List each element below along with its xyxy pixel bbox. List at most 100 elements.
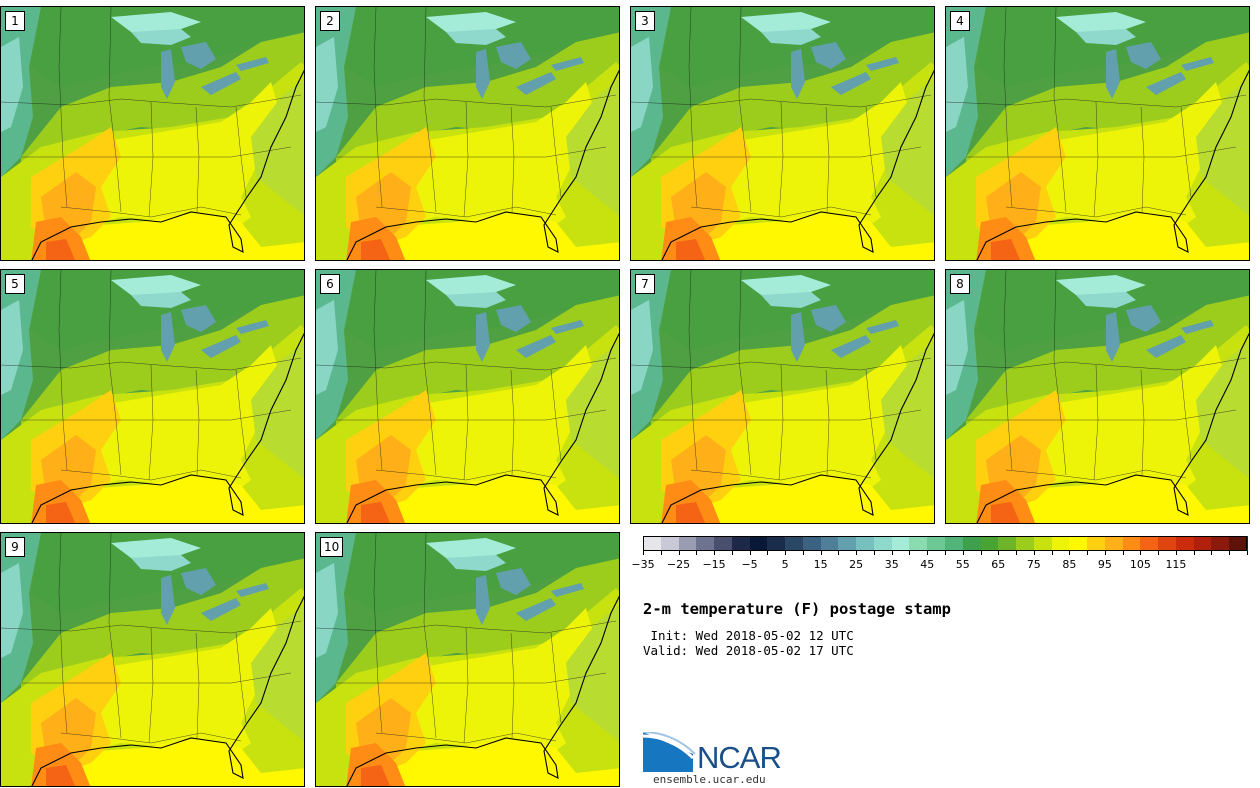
colorbar-bin — [749, 536, 768, 551]
colorbar-bin — [1175, 536, 1195, 551]
colorbar-bin — [643, 536, 662, 551]
colorbar-bin — [838, 536, 857, 551]
colorbar-label: 15 — [813, 558, 828, 571]
temperature-map — [946, 270, 1249, 523]
colorbar-bin — [1158, 536, 1177, 551]
colorbar-tick — [678, 551, 680, 555]
colorbar-label: 75 — [1026, 558, 1041, 571]
colorbar-tick — [785, 551, 787, 555]
colorbar-bin — [998, 536, 1017, 551]
colorbar-tick — [1104, 551, 1106, 555]
colorbar-tick — [1247, 551, 1248, 555]
temperature-map — [1, 533, 304, 786]
colorbar-tick — [1229, 551, 1231, 555]
colorbar-tick — [1069, 551, 1071, 555]
member-label: 9 — [5, 537, 25, 557]
ensemble-panel-4: 4 — [945, 6, 1250, 261]
colorbar-label: 95 — [1097, 558, 1112, 571]
member-label: 5 — [5, 274, 25, 294]
colorbar-tick — [998, 551, 1000, 555]
colorbar-label: 105 — [1129, 558, 1151, 571]
colorbar-tick — [1087, 551, 1089, 555]
colorbar-bin — [873, 536, 893, 551]
member-label: 6 — [320, 274, 340, 294]
colorbar-tick — [945, 551, 946, 555]
colorbar-bin — [767, 536, 786, 551]
colorbar-label: −5 — [741, 558, 758, 571]
ensemble-panel-7: 7 — [630, 269, 935, 524]
colorbar-bin — [927, 536, 946, 551]
temperature-map — [316, 7, 619, 260]
member-label: 3 — [635, 11, 655, 31]
colorbar-bin — [1069, 536, 1088, 551]
colorbar-tick — [749, 551, 751, 555]
temperature-map — [316, 270, 619, 523]
colorbar-tick — [1193, 551, 1195, 555]
temperature-map — [631, 7, 934, 260]
colorbar-label: −25 — [666, 558, 691, 571]
ensemble-panel-10: 10 — [315, 532, 620, 787]
colorbar-tick — [1051, 551, 1053, 555]
colorbar-bin — [1051, 536, 1070, 551]
ensemble-panel-3: 3 — [630, 6, 935, 261]
colorbar-tick — [696, 551, 698, 555]
ensemble-panel-6: 6 — [315, 269, 620, 524]
ensemble-panel-8: 8 — [945, 269, 1250, 524]
colorbar-tick — [1211, 551, 1213, 555]
colorbar-bin — [1122, 536, 1141, 551]
colorbar-bin — [891, 536, 911, 551]
colorbar-label: 5 — [781, 558, 789, 571]
colorbar-tick — [856, 551, 858, 555]
colorbar-tick — [714, 551, 716, 555]
temperature-map — [1, 270, 304, 523]
colorbar-bin — [731, 536, 751, 551]
colorbar-bin — [945, 536, 964, 551]
colorbar-label: 85 — [1062, 558, 1077, 571]
colorbar-tick — [1175, 551, 1177, 555]
colorbar-label: 45 — [920, 558, 935, 571]
colorbar-tick — [873, 551, 875, 555]
colorbar-tick — [891, 551, 893, 555]
member-label: 4 — [950, 11, 970, 31]
colorbar-tick — [802, 551, 804, 555]
member-label: 1 — [5, 11, 25, 31]
colorbar-bin — [660, 536, 680, 551]
temperature-map — [316, 533, 619, 786]
member-label: 7 — [635, 274, 655, 294]
colorbar-bin — [909, 536, 928, 551]
colorbar-bin — [1229, 536, 1248, 551]
colorbar-bin — [785, 536, 804, 551]
colorbar-label: 65 — [991, 558, 1006, 571]
colorbar-label: 55 — [955, 558, 970, 571]
colorbar-bin — [1033, 536, 1053, 551]
init-time: Init: Wed 2018-05-02 12 UTC — [643, 628, 854, 643]
ensemble-panel-5: 5 — [0, 269, 305, 524]
colorbar-tick — [731, 551, 733, 555]
colorbar-tick — [1122, 551, 1124, 555]
member-label: 2 — [320, 11, 340, 31]
colorbar-label: −35 — [631, 558, 655, 571]
colorbar-bin — [802, 536, 822, 551]
colorbar-bin — [1016, 536, 1035, 551]
colorbar-tick — [1140, 551, 1142, 555]
ensemble-panel-9: 9 — [0, 532, 305, 787]
member-label: 8 — [950, 274, 970, 294]
colorbar-tick — [643, 551, 644, 555]
colorbar-tick — [962, 551, 964, 555]
temperature-map — [1, 7, 304, 260]
colorbar-tick — [1033, 551, 1035, 555]
colorbar-bin — [1140, 536, 1159, 551]
colorbar-bin — [820, 536, 839, 551]
valid-time: Valid: Wed 2018-05-02 17 UTC — [643, 643, 854, 658]
plot-title: 2-m temperature (F) postage stamp — [643, 600, 951, 618]
colorbar-tick — [660, 551, 662, 555]
colorbar-label: 25 — [849, 558, 864, 571]
colorbar-outline — [643, 536, 1247, 551]
temperature-map — [946, 7, 1249, 260]
colorbar-bin — [1087, 536, 1106, 551]
colorbar-bin — [962, 536, 982, 551]
ensemble-panel-1: 1 — [0, 6, 305, 261]
colorbar-tick — [838, 551, 840, 555]
colorbar-tick — [767, 551, 769, 555]
ncar-logo-icon — [643, 732, 696, 772]
